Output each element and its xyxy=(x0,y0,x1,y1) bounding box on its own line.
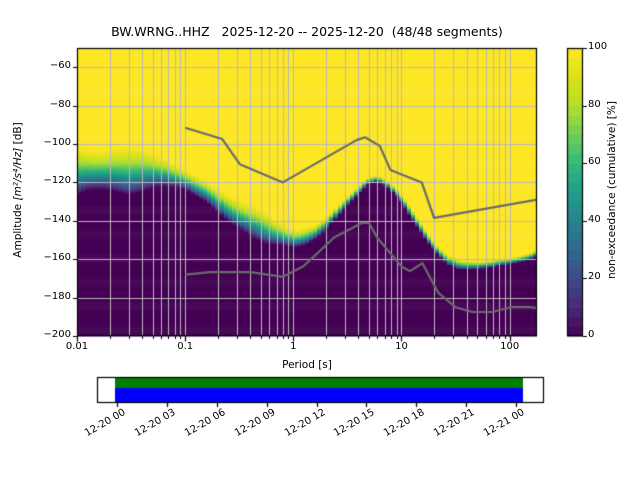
y-tick-label: −100 xyxy=(43,137,71,148)
y-tick-label: −140 xyxy=(43,213,71,225)
x-axis-label: Period [s] xyxy=(282,359,332,371)
y-tick-label: −80 xyxy=(49,98,71,110)
colorbar-tick-label: 100 xyxy=(588,41,608,52)
x-tick-label: 10 xyxy=(395,341,408,352)
plot-title: BW.WRNG..HHZ 2025-12-20 -- 2025-12-20 (4… xyxy=(111,24,503,39)
colorbar-tick-label: 20 xyxy=(588,271,601,283)
y-tick-label: −60 xyxy=(49,60,71,72)
y-tick-label: −160 xyxy=(43,252,71,264)
y-tick-label: −180 xyxy=(43,290,71,302)
x-tick-label: 1 xyxy=(290,341,297,352)
x-tick-label: 100 xyxy=(500,341,520,352)
colorbar-label: non-exceedance (cumulative) [%] xyxy=(606,101,618,279)
x-tick-label: 0.1 xyxy=(177,341,194,352)
y-axis-label-text: Amplitude xyxy=(12,200,24,258)
y-tick-label: −120 xyxy=(43,175,71,187)
y-tick-label: −200 xyxy=(43,329,71,340)
x-tick-label: 0.01 xyxy=(65,341,89,352)
colorbar-tick-label: 40 xyxy=(588,213,601,225)
colorbar-tick-label: 60 xyxy=(588,156,601,168)
colorbar-tick-label: 0 xyxy=(588,329,595,340)
colorbar-tick-label: 80 xyxy=(588,98,601,110)
y-axis-label-units: [m²/s⁴/Hz] xyxy=(12,147,24,201)
